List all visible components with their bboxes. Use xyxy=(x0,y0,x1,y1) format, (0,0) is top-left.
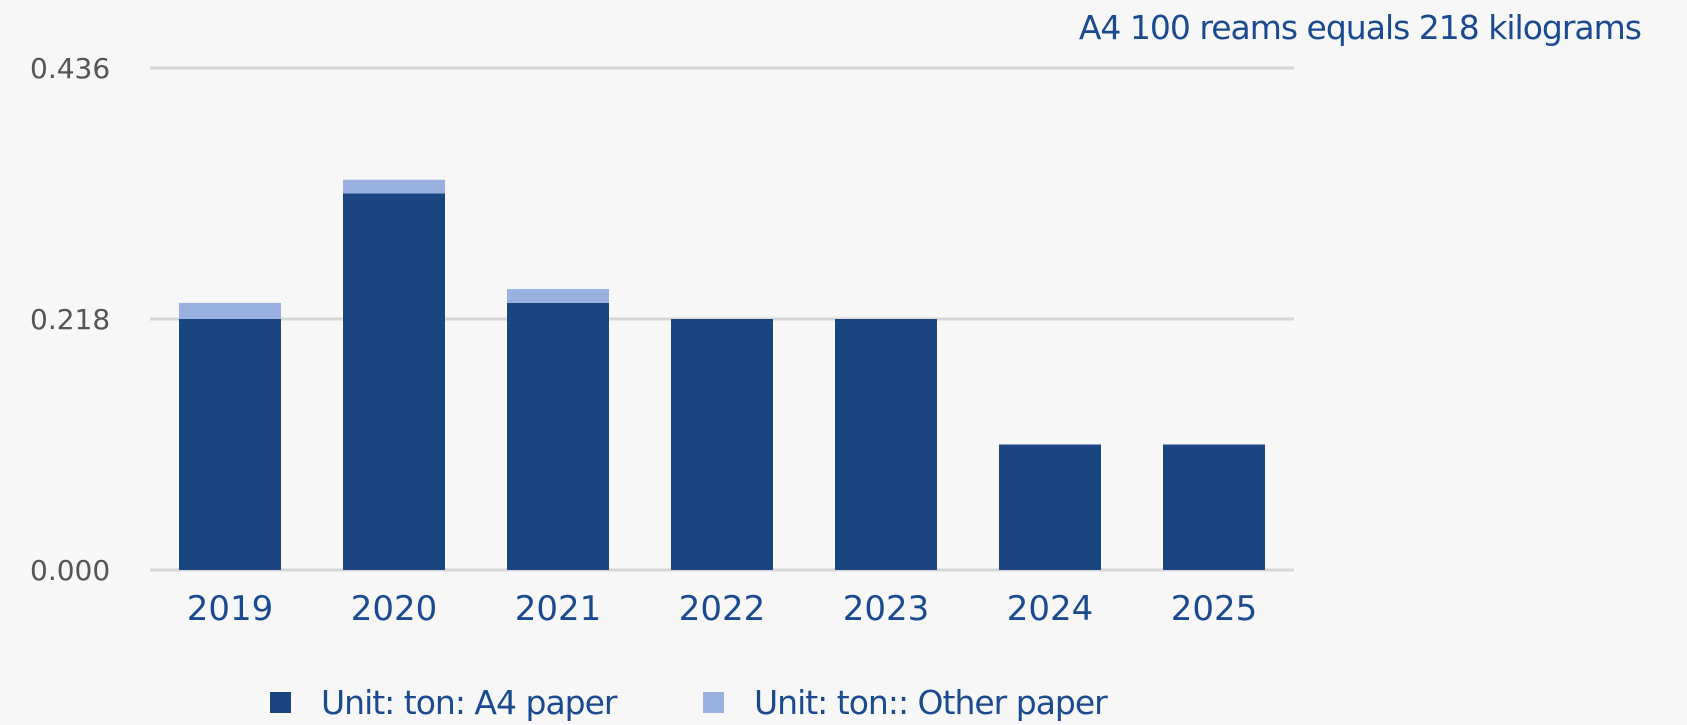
y-tick-label-0-000: 0.000 xyxy=(30,554,110,587)
bar-2022-a4-paper xyxy=(671,319,773,570)
x-tick-label-2021: 2021 xyxy=(515,589,602,629)
x-tick-label-2025: 2025 xyxy=(1171,589,1258,629)
legend: Unit: ton: A4 paper Unit: ton:: Other pa… xyxy=(0,682,1687,722)
legend-item-other-paper: Unit: ton:: Other paper xyxy=(703,682,1108,722)
bar-2021-other-paper xyxy=(507,289,609,303)
legend-swatch-other-paper xyxy=(703,691,724,713)
bar-2019-a4-paper xyxy=(179,319,281,570)
bar-2020-other-paper xyxy=(343,179,445,194)
legend-swatch-a4-paper xyxy=(270,691,291,713)
x-tick-label-2020: 2020 xyxy=(351,589,438,629)
x-tick-label-2024: 2024 xyxy=(1007,589,1094,629)
chart-annotation: A4 100 reams equals 218 kilograms xyxy=(1078,8,1642,47)
legend-item-a4-paper: Unit: ton: A4 paper xyxy=(270,682,617,722)
bar-2023-a4-paper xyxy=(835,319,937,570)
y-tick-label-0-218: 0.218 xyxy=(30,303,110,336)
bar-2021-a4-paper xyxy=(507,302,609,570)
bar-2019-other-paper xyxy=(179,302,281,319)
bar-2024-a4-paper xyxy=(999,444,1101,570)
x-tick-label-2022: 2022 xyxy=(679,589,766,629)
y-tick-label-0-436: 0.436 xyxy=(30,52,110,85)
legend-label-other-paper: Unit: ton:: Other paper xyxy=(754,682,1108,722)
x-tick-label-2023: 2023 xyxy=(843,589,930,629)
legend-label-a4-paper: Unit: ton: A4 paper xyxy=(321,682,617,722)
bar-2020-a4-paper xyxy=(343,193,445,570)
x-tick-label-2019: 2019 xyxy=(187,589,274,629)
bar-2025-a4-paper xyxy=(1163,444,1265,570)
